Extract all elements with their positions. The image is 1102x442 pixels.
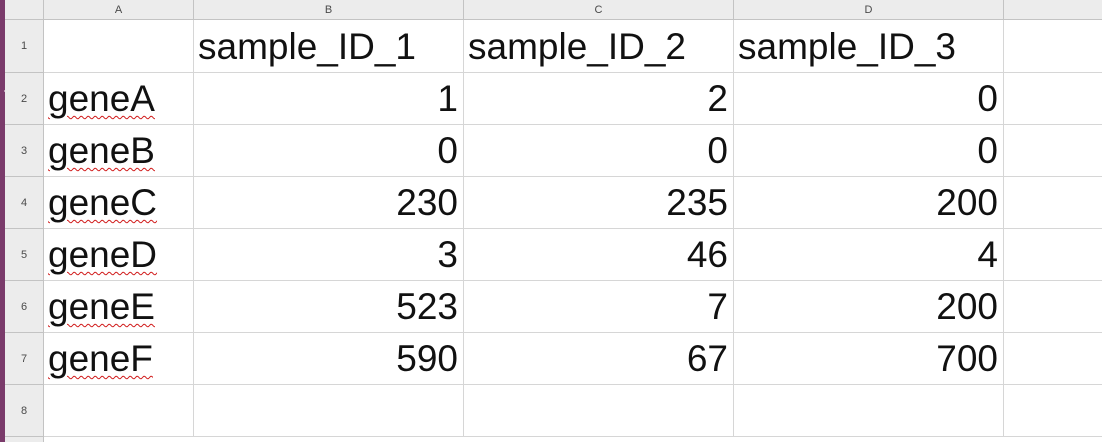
row-header-2[interactable]: 2 [5, 73, 44, 125]
row-header-6[interactable]: 6 [5, 281, 44, 333]
cell-a7[interactable]: geneF [44, 333, 194, 385]
cell-text: geneE [48, 286, 155, 327]
cell-a3[interactable]: geneB [44, 125, 194, 177]
cell-c3[interactable]: 0 [464, 125, 734, 177]
cell-text: geneA [48, 78, 155, 119]
cell-a4[interactable]: geneC [44, 177, 194, 229]
row-header-4[interactable]: 4 [5, 177, 44, 229]
column-header-b[interactable]: B [194, 0, 464, 20]
cell-b3[interactable]: 0 [194, 125, 464, 177]
cell-b1[interactable]: sample_ID_1 [194, 20, 464, 73]
cell-e4[interactable] [1004, 177, 1102, 229]
cell-text: 0 [707, 130, 728, 171]
cell-b5[interactable]: 3 [194, 229, 464, 281]
row-header-5[interactable]: 5 [5, 229, 44, 281]
cell-text: 200 [936, 182, 998, 223]
cell-d4[interactable]: 200 [734, 177, 1004, 229]
cell-b4[interactable]: 230 [194, 177, 464, 229]
cell-e7[interactable] [1004, 333, 1102, 385]
cell-text: 700 [936, 338, 998, 379]
cell-a5[interactable]: geneD [44, 229, 194, 281]
row-header-7[interactable]: 7 [5, 333, 44, 385]
cell-b2[interactable]: 1 [194, 73, 464, 125]
cell-text: geneC [48, 182, 158, 223]
column-header-d[interactable]: D [734, 0, 1004, 20]
cell-text: 230 [396, 182, 458, 223]
cell-e2[interactable] [1004, 73, 1102, 125]
select-all-corner[interactable] [5, 0, 44, 20]
cell-d5[interactable]: 4 [734, 229, 1004, 281]
cell-text: 0 [437, 130, 458, 171]
cell-a2[interactable]: geneA [44, 73, 194, 125]
cell-text: 0 [977, 78, 998, 119]
cell-e5[interactable] [1004, 229, 1102, 281]
cell-a8[interactable] [44, 385, 194, 437]
cell-text: 4 [977, 234, 998, 275]
cell-d6[interactable]: 200 [734, 281, 1004, 333]
column-header-c[interactable]: C [464, 0, 734, 20]
cell-d1[interactable]: sample_ID_3 [734, 20, 1004, 73]
cell-d2[interactable]: 0 [734, 73, 1004, 125]
cell-c1[interactable]: sample_ID_2 [464, 20, 734, 73]
cell-text: 67 [686, 338, 728, 379]
cell-c8[interactable] [464, 385, 734, 437]
cell-c4[interactable]: 235 [464, 177, 734, 229]
cell-e6[interactable] [1004, 281, 1102, 333]
cell-text: 590 [396, 338, 458, 379]
row-header-1[interactable]: 1 [5, 20, 44, 73]
cell-text: 523 [396, 286, 458, 327]
cell-d3[interactable]: 0 [734, 125, 1004, 177]
cell-text: sample_ID_3 [738, 25, 957, 67]
column-header-overflow [1004, 0, 1102, 20]
cell-text: 2 [707, 78, 728, 119]
row-header-overflow [5, 437, 44, 442]
cell-b7[interactable]: 590 [194, 333, 464, 385]
cell-d7[interactable]: 700 [734, 333, 1004, 385]
column-header-a[interactable]: A [44, 0, 194, 20]
cell-e1[interactable] [1004, 20, 1102, 73]
cell-d8[interactable] [734, 385, 1004, 437]
cell-c6[interactable]: 7 [464, 281, 734, 333]
cell-text: 46 [686, 234, 728, 275]
cell-text: 0 [977, 130, 998, 171]
cell-e8[interactable] [1004, 385, 1102, 437]
cell-c2[interactable]: 2 [464, 73, 734, 125]
cell-b8[interactable] [194, 385, 464, 437]
cell-text: 200 [936, 286, 998, 327]
cell-e3[interactable] [1004, 125, 1102, 177]
cell-text: 235 [666, 182, 728, 223]
cell-a1[interactable] [44, 20, 194, 73]
cell-b6[interactable]: 523 [194, 281, 464, 333]
row-header-8[interactable]: 8 [5, 385, 44, 437]
cell-text: sample_ID_1 [198, 25, 417, 67]
cell-text: geneD [48, 234, 158, 275]
cell-text: 7 [707, 286, 728, 327]
cell-text: geneF [48, 338, 153, 379]
row-header-3[interactable]: 3 [5, 125, 44, 177]
cell-text: 1 [437, 78, 458, 119]
cell-c5[interactable]: 46 [464, 229, 734, 281]
spreadsheet-grid: A B C D 1 2 3 4 5 6 7 8 sample_ID_1 samp… [5, 0, 1102, 442]
cell-a6[interactable]: geneE [44, 281, 194, 333]
cell-text: 3 [437, 234, 458, 275]
cell-text: geneB [48, 130, 155, 171]
cell-c7[interactable]: 67 [464, 333, 734, 385]
cell-text: sample_ID_2 [468, 25, 687, 67]
